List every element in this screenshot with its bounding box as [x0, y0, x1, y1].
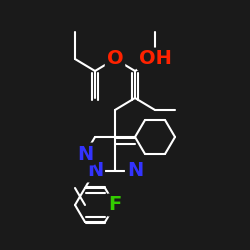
Text: OH: OH: [138, 50, 172, 68]
Text: N: N: [127, 162, 143, 180]
Text: N: N: [77, 144, 93, 164]
Text: O: O: [107, 50, 123, 68]
Text: N: N: [87, 162, 103, 180]
Text: F: F: [108, 196, 122, 214]
